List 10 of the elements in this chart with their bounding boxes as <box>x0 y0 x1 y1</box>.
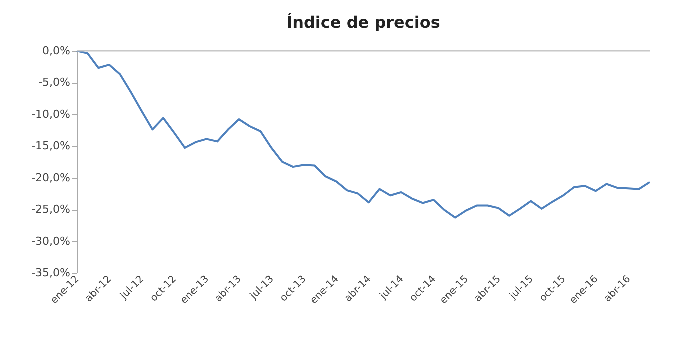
y-tick-label: -25,0% <box>32 203 70 216</box>
y-tick-label: -30,0% <box>32 234 70 248</box>
y-tick-label: -15,0% <box>32 140 70 153</box>
y-tick-label: -10,0% <box>32 108 70 121</box>
chart-title: Índice de precios <box>286 13 440 32</box>
y-tick-label: 0,0% <box>42 44 70 58</box>
line-series <box>76 50 651 219</box>
y-tick-label: -5,0% <box>38 76 70 90</box>
y-tick-label: -35,0% <box>32 266 70 280</box>
y-tick-label: -20,0% <box>32 171 70 184</box>
